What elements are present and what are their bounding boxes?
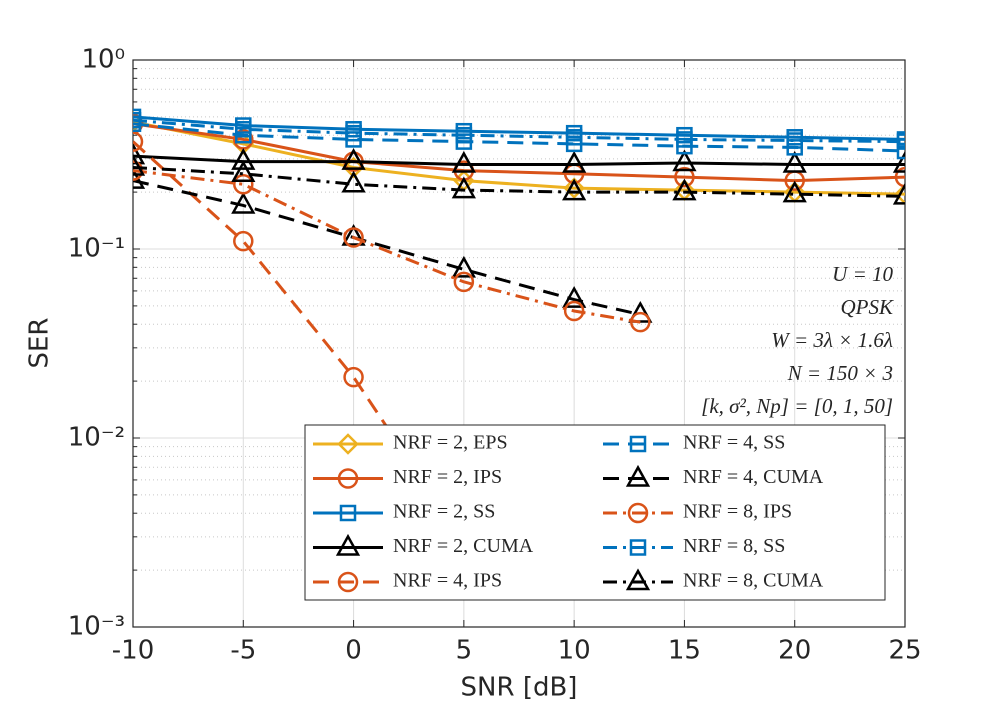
x-tick-label: 5 bbox=[456, 636, 473, 666]
legend-label: NRF = 4, CUMA bbox=[683, 466, 824, 488]
series-line bbox=[133, 165, 905, 198]
marker bbox=[630, 311, 651, 333]
marker bbox=[782, 150, 807, 173]
marker bbox=[786, 132, 803, 149]
marker bbox=[133, 111, 142, 129]
y-tick-label: 10⁻² bbox=[68, 423, 125, 453]
x-tick-label: 20 bbox=[778, 636, 811, 666]
marker bbox=[453, 271, 475, 293]
marker bbox=[625, 464, 651, 487]
marker bbox=[563, 177, 585, 199]
legend-label: NRF = 4, IPS bbox=[393, 570, 502, 592]
annotation: QPSK bbox=[841, 295, 894, 319]
marker bbox=[674, 166, 695, 188]
x-tick-label: 10 bbox=[558, 636, 591, 666]
marker bbox=[562, 150, 587, 173]
marker bbox=[892, 150, 905, 173]
x-tick-label: 25 bbox=[888, 636, 921, 666]
legend-label: NRF = 2, EPS bbox=[393, 432, 508, 454]
marker bbox=[892, 182, 905, 205]
marker bbox=[345, 124, 362, 142]
marker bbox=[627, 502, 649, 524]
marker bbox=[342, 156, 365, 179]
marker bbox=[233, 230, 254, 252]
y-tick-label: 10⁻³ bbox=[68, 612, 125, 642]
series-line bbox=[133, 154, 905, 166]
marker bbox=[235, 121, 252, 138]
marker bbox=[341, 170, 366, 193]
marker bbox=[337, 571, 359, 593]
marker bbox=[455, 126, 473, 144]
series-line bbox=[133, 140, 466, 544]
annotation: N = 150 × 3 bbox=[787, 361, 893, 385]
marker bbox=[672, 149, 697, 172]
marker bbox=[563, 300, 585, 322]
y-tick-label: 10⁰ bbox=[81, 45, 125, 75]
series-layer bbox=[133, 108, 905, 553]
annotation: [k, σ², Np] = [0, 1, 50] bbox=[701, 394, 893, 418]
legend-label: NRF = 4, SS bbox=[683, 432, 785, 454]
marker bbox=[451, 255, 476, 278]
legend-box bbox=[304, 424, 886, 601]
marker bbox=[337, 433, 359, 455]
marker bbox=[231, 191, 256, 214]
series-line bbox=[133, 118, 905, 144]
series-line bbox=[133, 122, 905, 153]
series-line bbox=[133, 169, 641, 324]
marker bbox=[894, 166, 905, 188]
marker bbox=[565, 129, 583, 146]
marker bbox=[341, 148, 366, 170]
marker bbox=[341, 223, 366, 246]
x-tick-label: 0 bbox=[345, 636, 362, 666]
marker bbox=[562, 178, 587, 201]
x-tick-label: -10 bbox=[112, 636, 154, 666]
series-line bbox=[133, 115, 905, 141]
marker bbox=[231, 160, 256, 183]
annotation: U = 10 bbox=[832, 262, 893, 286]
legend-label: NRF = 2, SS bbox=[393, 501, 495, 523]
legend-label: NRF = 2, CUMA bbox=[393, 535, 534, 557]
series-line bbox=[133, 122, 905, 183]
series-line bbox=[133, 120, 905, 196]
marker bbox=[672, 178, 697, 201]
legend-label: NRF = 8, IPS bbox=[683, 501, 792, 523]
legend-label: NRF = 8, SS bbox=[683, 535, 785, 557]
marker bbox=[676, 131, 693, 148]
marker bbox=[629, 435, 647, 453]
marker bbox=[337, 468, 359, 489]
x-tick-label: -5 bbox=[230, 636, 256, 666]
marker bbox=[343, 227, 364, 248]
marker bbox=[335, 533, 361, 556]
marker bbox=[629, 539, 647, 556]
marker bbox=[133, 142, 146, 165]
x-axis-label: SNR [dB] bbox=[461, 673, 578, 703]
legend-label: NRF = 2, IPS bbox=[393, 466, 502, 488]
marker bbox=[133, 153, 146, 176]
marker bbox=[233, 174, 254, 195]
marker bbox=[339, 504, 357, 522]
marker bbox=[896, 133, 905, 150]
y-axis-label: SER bbox=[25, 318, 55, 369]
marker bbox=[231, 148, 256, 170]
legend: NRF = 2, EPS NRF = 2, IPS NRF = 2, SS NRF =… bbox=[304, 424, 886, 601]
marker bbox=[451, 176, 476, 199]
marker bbox=[133, 131, 144, 152]
y-tick-label: 10⁻¹ bbox=[68, 234, 125, 264]
marker bbox=[562, 286, 587, 308]
marker bbox=[343, 366, 364, 388]
legend-label: NRF = 8, CUMA bbox=[683, 570, 824, 592]
x-tick-label: 15 bbox=[668, 636, 701, 666]
marker bbox=[782, 180, 807, 203]
marker bbox=[896, 142, 905, 160]
annotation: W = 3λ × 1.6λ bbox=[771, 328, 893, 352]
marker bbox=[451, 150, 476, 173]
marker bbox=[625, 568, 651, 591]
axes-box bbox=[132, 59, 906, 628]
series-line bbox=[133, 179, 641, 317]
marker bbox=[894, 183, 905, 205]
